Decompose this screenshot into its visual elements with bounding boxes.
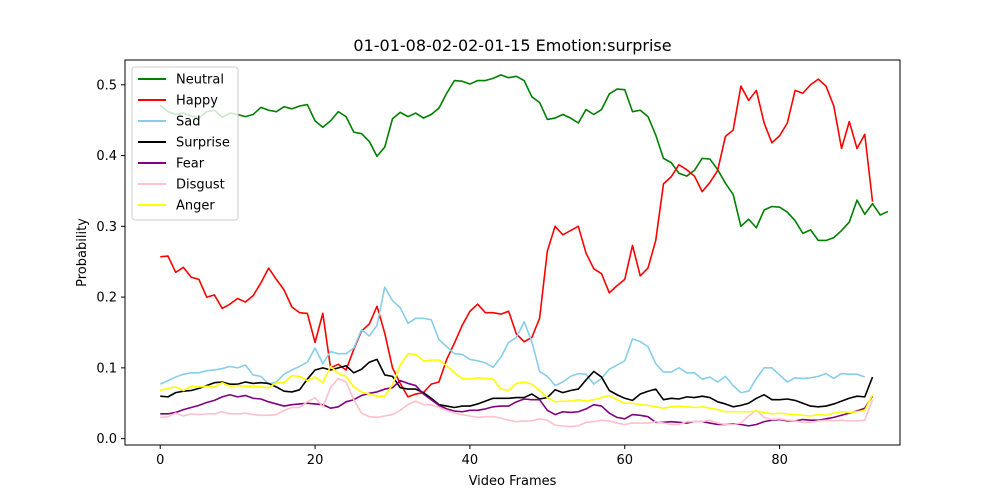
series-line-surprise: [160, 358, 874, 409]
series-lines: [159, 74, 889, 428]
y-tick-label: 0.4: [96, 149, 117, 164]
series-line-happy: [160, 78, 874, 398]
y-tick-label: 0.0: [96, 432, 117, 447]
legend-label: Fear: [176, 157, 205, 172]
x-tick-label: 80: [771, 453, 788, 468]
x-tick-label: 60: [616, 453, 633, 468]
series-line-fear: [160, 379, 874, 427]
legend-box: [131, 66, 239, 221]
y-tick-label: 0.3: [96, 220, 117, 235]
x-axis-ticks: 0 20 40 60 80: [156, 445, 788, 468]
y-tick-label: 0.2: [96, 291, 117, 306]
legend-label: Disgust: [176, 178, 225, 193]
plot-area: [124, 59, 901, 446]
legend-label: Sad: [176, 115, 200, 130]
x-tick-label: 0: [156, 453, 164, 468]
legend-label: Neutral: [176, 73, 224, 88]
legend-label: Happy: [176, 94, 218, 109]
x-tick-label: 40: [462, 453, 479, 468]
series-line-neutral: [159, 74, 889, 242]
series-line-anger: [160, 352, 874, 417]
y-tick-label: 0.1: [96, 361, 117, 376]
chart-title: 01-01-08-02-02-01-15 Emotion:surprise: [353, 36, 671, 55]
legend: Neutral Happy Sad Surprise Fear Disgust Anger: [131, 66, 239, 221]
y-tick-label: 0.5: [96, 78, 117, 93]
y-axis-ticks: 0.0 0.1 0.2 0.3 0.4 0.5: [96, 78, 125, 447]
x-axis-label: Video Frames: [469, 474, 557, 489]
legend-label: Anger: [176, 199, 215, 214]
series-line-sad: [159, 286, 866, 394]
series-line-disgust: [160, 377, 874, 428]
legend-label: Surprise: [176, 136, 230, 151]
x-tick-label: 20: [307, 453, 324, 468]
y-axis-label: Probability: [75, 218, 90, 287]
